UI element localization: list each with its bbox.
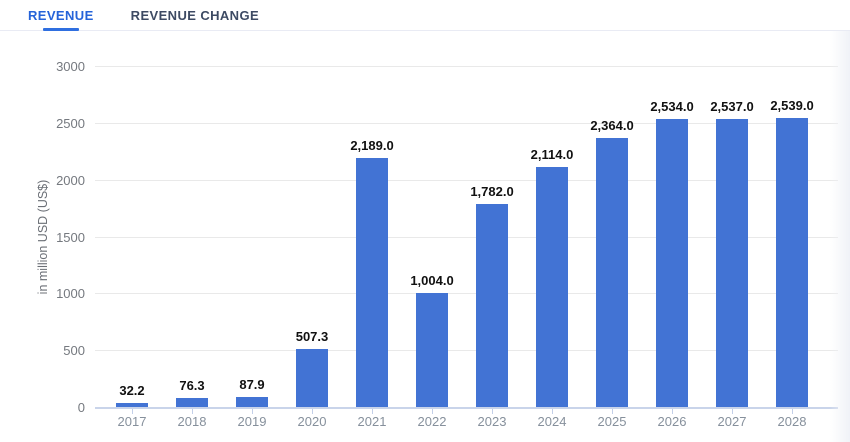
bar-2028 (776, 118, 808, 407)
bar-2020 (296, 349, 328, 407)
y-tick-label: 0 (77, 400, 85, 415)
bar-2024 (536, 167, 568, 407)
x-tick-mark (192, 409, 193, 414)
x-tick-label: 2022 (417, 414, 447, 429)
y-tick-label: 3000 (56, 59, 85, 74)
y-tick-label: 2500 (56, 116, 85, 131)
bar-value-label: 2,189.0 (350, 138, 394, 153)
x-tick-mark (732, 409, 733, 414)
y-tick-label: 1500 (56, 230, 85, 245)
x-tick-label: 2027 (717, 414, 747, 429)
x-tick-mark (612, 409, 613, 414)
gridline (95, 237, 838, 238)
x-tick-label: 2028 (777, 414, 807, 429)
gridline (95, 293, 838, 294)
bar-value-label: 1,782.0 (470, 184, 514, 199)
x-tick-mark (432, 409, 433, 414)
x-tick-label: 2026 (657, 414, 687, 429)
bar-2025 (596, 138, 628, 407)
bar-value-label: 76.3 (179, 378, 205, 393)
bar-value-label: 2,534.0 (650, 99, 694, 114)
bar-value-label: 2,364.0 (590, 118, 634, 133)
x-tick-label: 2018 (177, 414, 207, 429)
bar-2027 (716, 119, 748, 407)
gridline (95, 123, 838, 124)
x-tick-mark (132, 409, 133, 414)
x-tick-mark (372, 409, 373, 414)
x-tick-label: 2025 (597, 414, 627, 429)
x-tick-label: 2020 (297, 414, 327, 429)
bar-value-label: 2,114.0 (530, 147, 574, 162)
x-tick-label: 2019 (237, 414, 267, 429)
x-tick-mark (492, 409, 493, 414)
bar-value-label: 32.2 (119, 383, 145, 398)
x-tick-label: 2023 (477, 414, 507, 429)
gridline (95, 350, 838, 351)
x-tick-mark (312, 409, 313, 414)
bar-2023 (476, 204, 508, 407)
gridline (95, 180, 838, 181)
x-tick-label: 2021 (357, 414, 387, 429)
x-tick-mark (672, 409, 673, 414)
x-tick-label: 2024 (537, 414, 567, 429)
x-tick-mark (552, 409, 553, 414)
gridline (95, 66, 838, 67)
bar-2018 (176, 398, 208, 407)
bar-2017 (116, 403, 148, 407)
tab-revenue[interactable]: REVENUE (28, 0, 94, 31)
y-tick-label: 2000 (56, 173, 85, 188)
bar-value-label: 2,537.0 (710, 99, 754, 114)
bar-2019 (236, 397, 268, 407)
bar-value-label: 87.9 (239, 377, 265, 392)
bar-value-label: 507.3 (295, 329, 329, 344)
y-tick-label: 1000 (56, 286, 85, 301)
y-tick-label: 500 (63, 343, 85, 358)
bar-value-label: 2,539.0 (770, 98, 814, 113)
bar-2026 (656, 119, 688, 407)
tab-bar: REVENUE REVENUE CHANGE (0, 0, 850, 31)
x-tick-label: 2017 (117, 414, 147, 429)
bar-2021 (356, 158, 388, 407)
tab-revenue-change[interactable]: REVENUE CHANGE (131, 0, 259, 31)
x-tick-mark (252, 409, 253, 414)
bar-2022 (416, 293, 448, 407)
bar-value-label: 1,004.0 (410, 273, 454, 288)
x-axis-line (95, 407, 838, 409)
x-tick-mark (792, 409, 793, 414)
